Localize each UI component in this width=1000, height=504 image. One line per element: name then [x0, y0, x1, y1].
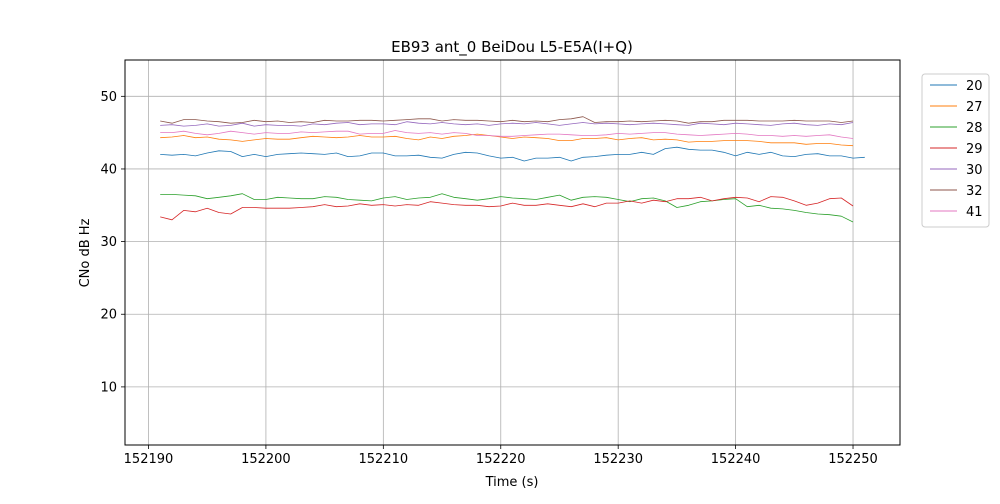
y-tick-label: 30 — [100, 235, 117, 250]
x-axis-label: Time (s) — [485, 475, 539, 490]
y-axis-ticks: 10 20 30 40 50 — [100, 90, 125, 395]
legend-label: 30 — [966, 163, 983, 178]
series-line-29 — [160, 196, 854, 221]
legend-label: 20 — [966, 79, 983, 94]
plot-area — [125, 60, 900, 445]
x-tick-label: 152200 — [241, 452, 291, 467]
legend: 20 27 28 29 30 32 41 — [921, 73, 990, 228]
legend-box — [921, 73, 990, 228]
series-line-20 — [160, 146, 865, 162]
series-line-32 — [160, 116, 854, 124]
y-tick-label: 50 — [100, 90, 117, 105]
x-axis-ticks: 152190 152200 152210 152220 152230 152240 1522… — [124, 445, 878, 467]
plot-frame — [124, 59, 901, 446]
x-tick-label: 152250 — [828, 452, 878, 467]
y-axis-label: CNo dB Hz — [78, 218, 93, 287]
series-line-28 — [160, 193, 854, 223]
y-tick-label: 10 — [100, 380, 117, 395]
legend-label: 41 — [966, 205, 983, 220]
series-line-30 — [160, 121, 854, 127]
y-tick-label: 20 — [100, 308, 117, 323]
legend-label: 28 — [966, 121, 983, 136]
series-line-41 — [160, 130, 854, 139]
y-tick-label: 40 — [100, 162, 117, 177]
legend-label: 29 — [966, 142, 983, 157]
series-line-27 — [160, 133, 854, 147]
series-lines — [160, 116, 865, 223]
x-tick-label: 152210 — [359, 452, 409, 467]
x-tick-label: 152190 — [124, 452, 174, 467]
chart-title: EB93 ant_0 BeiDou L5-E5A(I+Q) — [391, 38, 633, 57]
x-tick-label: 152220 — [476, 452, 526, 467]
x-tick-label: 152230 — [593, 452, 643, 467]
x-tick-label: 152240 — [711, 452, 761, 467]
legend-label: 27 — [966, 100, 983, 115]
legend-label: 32 — [966, 184, 983, 199]
